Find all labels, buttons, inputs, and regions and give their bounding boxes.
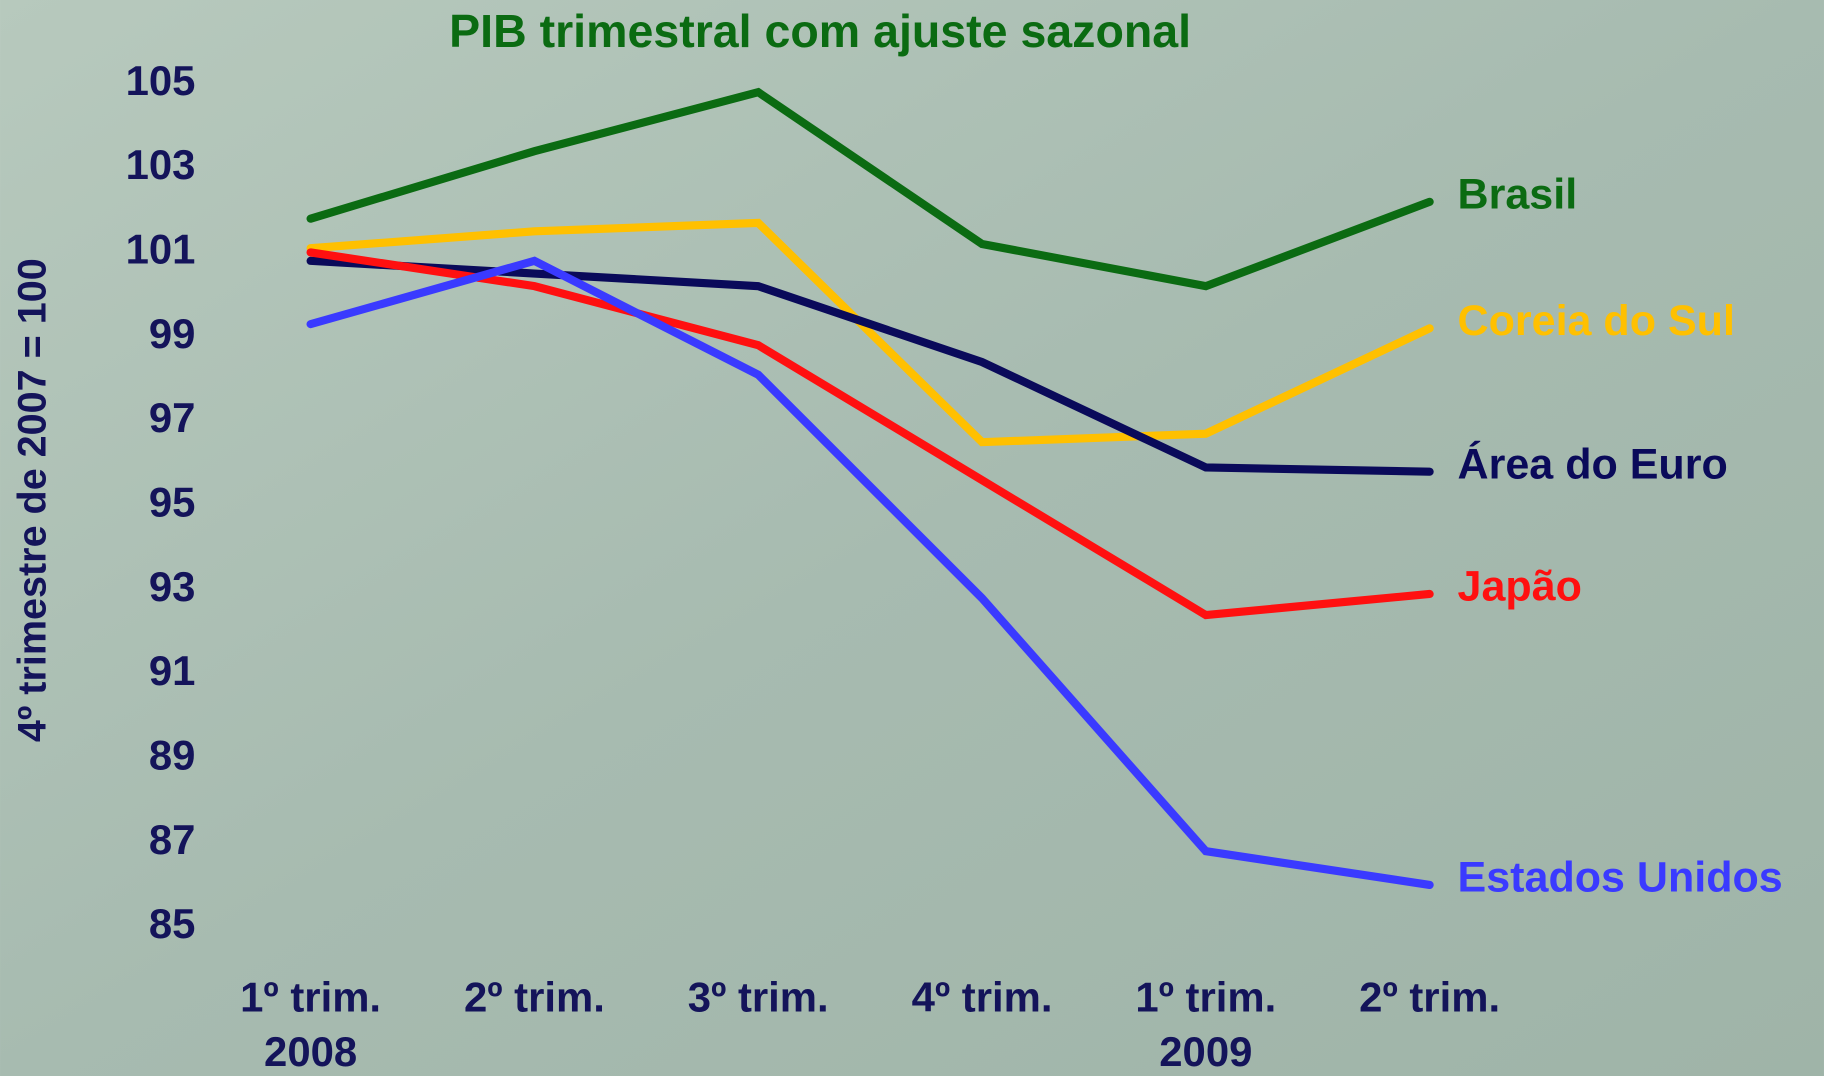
y-tick-label: 99 <box>149 310 196 357</box>
y-tick-label: 97 <box>149 394 196 441</box>
x-tick-label: 1º trim. <box>240 973 381 1020</box>
series-label: Brasil <box>1458 171 1578 219</box>
y-tick-label: 91 <box>149 647 196 694</box>
series-label: Japão <box>1458 563 1582 611</box>
y-tick-label: 95 <box>149 478 196 525</box>
chart-title: PIB trimestral com ajuste sazonal <box>449 5 1191 57</box>
y-tick-label: 103 <box>126 141 196 188</box>
y-tick-label: 87 <box>149 816 196 863</box>
x-tick-year: 2009 <box>1159 1028 1252 1075</box>
series-label: Coreia do Sul <box>1458 297 1735 345</box>
page: PIB trimestral com ajuste sazonal 4º tri… <box>0 0 1824 1076</box>
x-tick-label: 1º trim. <box>1135 973 1276 1020</box>
y-tick-label: 85 <box>149 900 196 947</box>
y-tick-label: 93 <box>149 563 196 610</box>
x-tick-label: 2º trim. <box>464 973 605 1020</box>
y-tick-label: 89 <box>149 731 196 778</box>
x-tick-label: 4º trim. <box>912 973 1053 1020</box>
y-axis-label: 4º trimestre de 2007 = 100 <box>10 258 54 742</box>
x-tick-label: 3º trim. <box>688 973 829 1020</box>
x-tick-year: 2008 <box>264 1028 357 1075</box>
y-tick-label: 101 <box>126 225 196 272</box>
series-label: Área do Euro <box>1458 440 1728 488</box>
background <box>0 0 1824 1076</box>
chart: PIB trimestral com ajuste sazonal 4º tri… <box>0 0 1824 1076</box>
y-tick-label: 105 <box>126 57 196 104</box>
series-label: Estados Unidos <box>1458 854 1783 902</box>
x-tick-label: 2º trim. <box>1359 973 1500 1020</box>
